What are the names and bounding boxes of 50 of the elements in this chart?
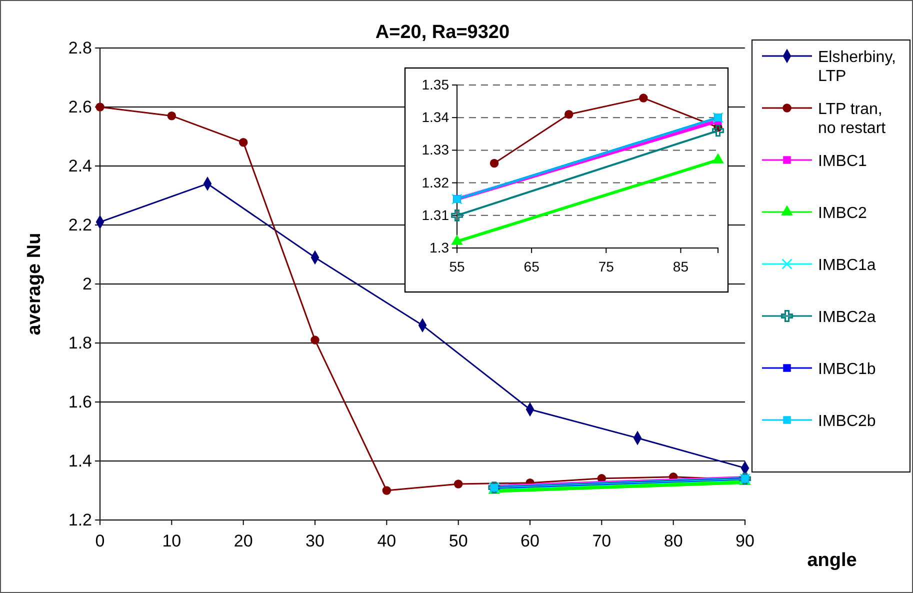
legend-label: IMBC2b bbox=[818, 413, 876, 430]
x-tick-label: 30 bbox=[306, 532, 324, 551]
x-tick-label: 55 bbox=[449, 258, 465, 274]
y-tick-label: 1.2 bbox=[68, 510, 92, 530]
legend-label: IMBC1 bbox=[818, 153, 867, 170]
point bbox=[712, 124, 724, 137]
y-tick-label: 1.35 bbox=[422, 76, 450, 92]
legend-label: IMBC2a bbox=[818, 309, 876, 326]
point bbox=[639, 94, 648, 102]
y-tick-label: 2.2 bbox=[68, 215, 92, 234]
x-tick-label: 60 bbox=[520, 532, 540, 551]
legend-label: IMBC1b bbox=[818, 361, 876, 378]
x-tick-label: 50 bbox=[448, 532, 468, 551]
x-tick-label: 75 bbox=[598, 258, 614, 274]
x-tick-label: 70 bbox=[592, 532, 612, 551]
y-tick-label: 2.4 bbox=[68, 156, 92, 176]
y-tick-label: 1.34 bbox=[422, 109, 450, 126]
y-tick-label: 1.3 bbox=[430, 239, 450, 256]
x-tick-label: 40 bbox=[377, 532, 396, 551]
legend-label: IMBC1a bbox=[818, 257, 876, 274]
y-tick-label: 1.32 bbox=[422, 174, 450, 190]
x-axis-title: angle bbox=[807, 550, 857, 571]
point bbox=[564, 110, 574, 119]
point bbox=[382, 486, 392, 495]
y-tick-label: 1.6 bbox=[68, 392, 92, 412]
chart-title: A=20, Ra=9320 bbox=[375, 22, 510, 43]
point bbox=[490, 158, 499, 168]
point bbox=[238, 138, 248, 147]
x-tick-label: 65 bbox=[524, 258, 540, 274]
y-tick-label: 1.4 bbox=[68, 451, 92, 470]
y-tick-label: 1.33 bbox=[422, 142, 450, 158]
x-tick-label: 80 bbox=[664, 532, 683, 551]
y-tick-label: 2 bbox=[82, 274, 92, 294]
point bbox=[451, 209, 463, 222]
x-tick-label: 0 bbox=[95, 532, 105, 551]
y-tick-label: 2.8 bbox=[68, 38, 92, 58]
y-tick-label: 1.31 bbox=[422, 206, 450, 223]
x-tick-label: 20 bbox=[234, 532, 253, 551]
x-tick-label: 85 bbox=[672, 258, 689, 274]
legend-label: Elsherbiny, LTP bbox=[818, 49, 896, 86]
y-tick-label: 1.8 bbox=[68, 333, 92, 352]
y-axis-title: average Nu bbox=[24, 232, 45, 336]
point bbox=[167, 111, 176, 120]
y-tick-label: 2.6 bbox=[68, 97, 92, 116]
x-tick-label: 10 bbox=[162, 532, 182, 551]
point bbox=[454, 480, 463, 488]
x-tick-label: 90 bbox=[736, 532, 754, 551]
legend-label: LTP tran, no restart bbox=[818, 101, 886, 138]
legend-label: IMBC2 bbox=[818, 205, 867, 222]
point bbox=[310, 336, 320, 344]
